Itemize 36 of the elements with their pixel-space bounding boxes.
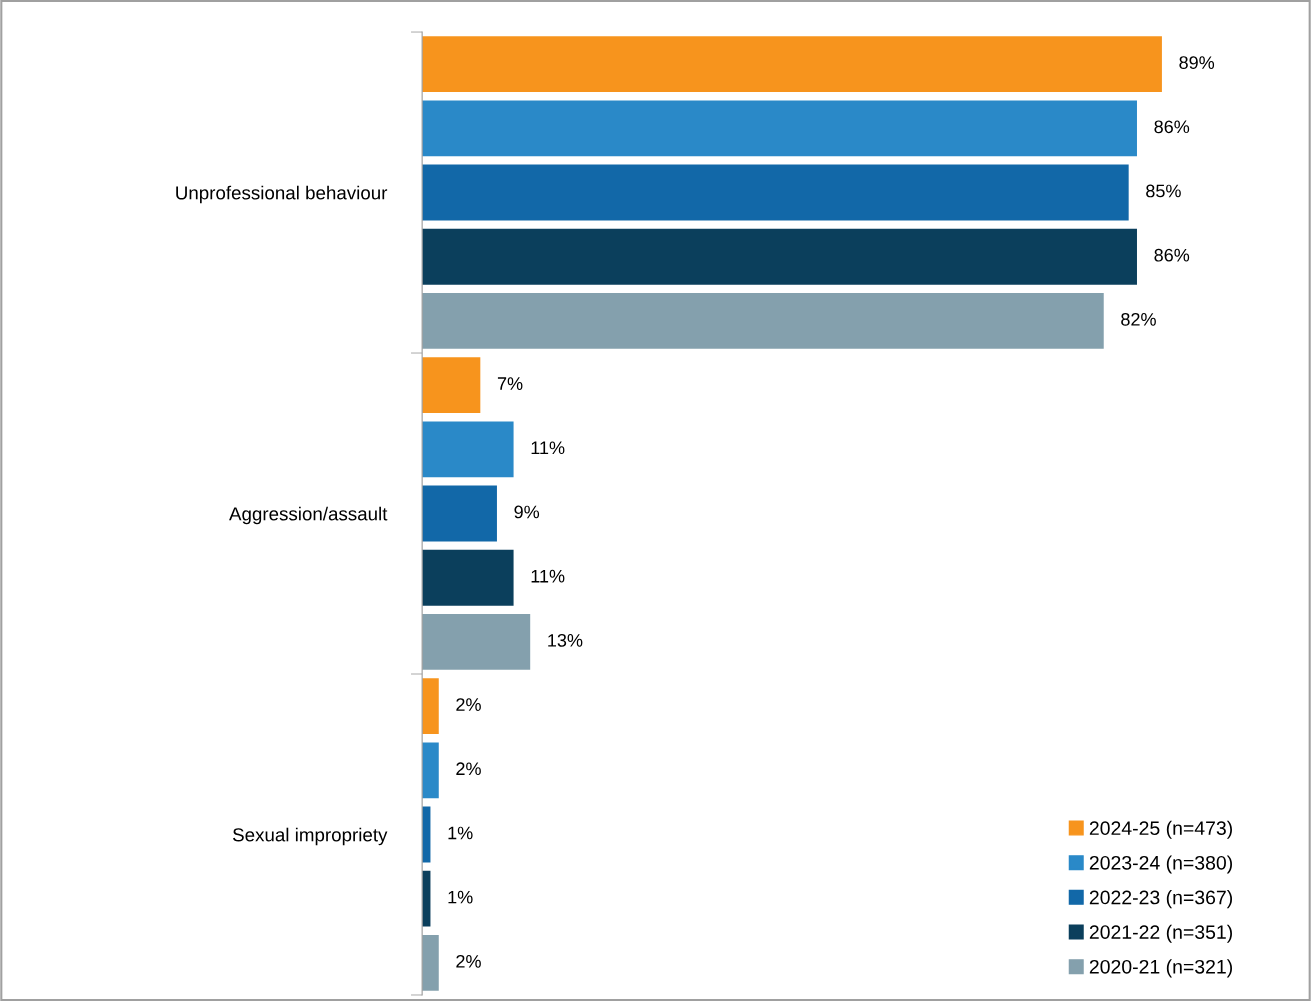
data-label: 89% [1179, 56, 1215, 69]
data-label: 11% [531, 569, 565, 583]
bar [422, 36, 1162, 93]
legend-label: 2023-24 (n=380) [1089, 855, 1232, 874]
data-label: 86% [1154, 120, 1190, 134]
data-label: 85% [1146, 184, 1181, 198]
data-label: 82% [1121, 312, 1156, 326]
y-tick-label: Sexual impropriety [233, 827, 388, 846]
bar [422, 549, 514, 606]
legend-label: 2020-21 (n=321) [1089, 959, 1232, 978]
legend-label: 2021-22 (n=351) [1089, 924, 1232, 943]
data-label: 9% [514, 505, 540, 519]
bar [422, 613, 531, 670]
bar [422, 742, 439, 799]
data-label: 2% [456, 762, 481, 776]
bar [422, 934, 439, 991]
data-label: 13% [548, 633, 583, 647]
bar [422, 228, 1137, 285]
bar [422, 357, 481, 414]
y-tick-label: Unprofessional behaviour [176, 185, 388, 204]
data-label: 7% [497, 377, 523, 390]
data-label: 1% [448, 890, 473, 904]
data-label: 2% [456, 954, 481, 968]
data-label: 11% [531, 441, 565, 455]
bar [422, 292, 1104, 349]
legend-label: 2024-25 (n=473) [1089, 820, 1232, 839]
bar [422, 678, 439, 735]
y-tick-label: Aggression/assault [229, 506, 388, 525]
bar [422, 485, 497, 542]
data-label: 1% [448, 826, 473, 840]
bar [422, 164, 1129, 221]
data-label: 86% [1154, 248, 1190, 262]
bar [422, 100, 1137, 157]
data-label: 2% [456, 698, 481, 711]
bar [422, 421, 514, 478]
legend-label: 2022-23 (n=367) [1089, 890, 1232, 909]
